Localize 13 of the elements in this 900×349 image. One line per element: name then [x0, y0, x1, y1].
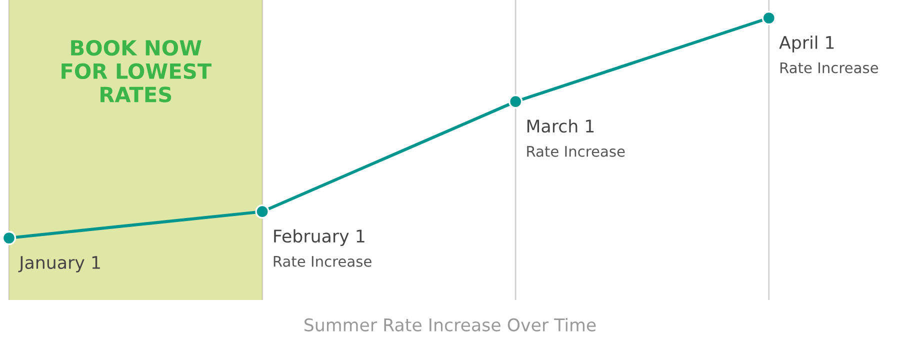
- x-axis-title: Summer Rate Increase Over Time: [304, 318, 596, 332]
- x-tick-label: March 1: [527, 119, 594, 133]
- x-tick-label: April 1: [779, 36, 834, 52]
- point: [255, 204, 270, 219]
- annotation: Rate Increase: [780, 62, 878, 74]
- text: Rate Increase: [274, 256, 372, 267]
- point: [508, 94, 523, 109]
- point: [2, 230, 16, 246]
- x-tick-label: February 1: [274, 229, 364, 246]
- annotation: Rate Increase: [527, 146, 625, 157]
- point: [762, 10, 776, 26]
- band-label: BOOK NOW FOR LOWEST RATES: [62, 40, 212, 102]
- x-tick-label: January 1: [18, 256, 100, 272]
